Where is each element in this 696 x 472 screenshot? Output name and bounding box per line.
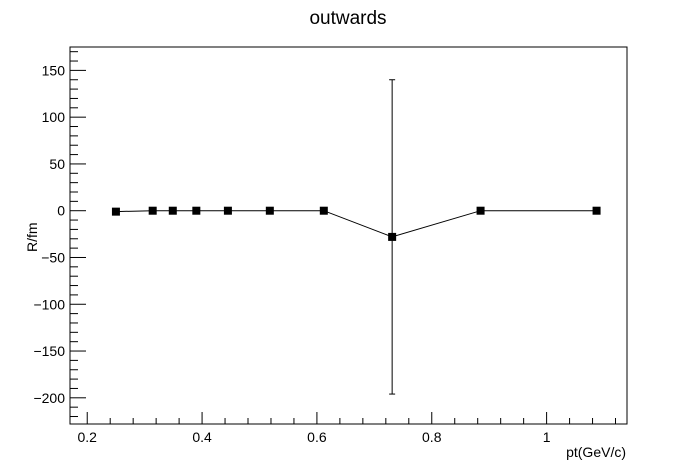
data-point xyxy=(111,207,120,216)
y-axis: −200 −150 −100 −50 0 50 100 150 xyxy=(33,51,86,418)
y-tick-label: −50 xyxy=(41,249,65,265)
y-tick-label: −150 xyxy=(33,343,65,359)
data-point xyxy=(388,232,397,241)
data-series xyxy=(111,79,601,395)
x-axis-title: pt(GeV/c) xyxy=(566,444,626,460)
plot-frame xyxy=(69,46,628,425)
data-point xyxy=(319,206,328,215)
data-point xyxy=(223,206,232,215)
y-tick-label: −100 xyxy=(33,296,65,312)
x-axis: 0.2 0.4 0.6 0.8 1 xyxy=(77,412,617,445)
y-axis-title: R/fm xyxy=(24,222,40,252)
x-tick-label: 1 xyxy=(543,429,551,445)
x-tick-label: 0.4 xyxy=(192,429,212,445)
x-tick-label: 0.8 xyxy=(422,429,442,445)
data-point xyxy=(592,206,601,215)
data-point xyxy=(476,206,485,215)
data-point xyxy=(148,206,157,215)
y-tick-label: 100 xyxy=(42,109,66,125)
data-point xyxy=(265,206,274,215)
y-tick-label: 0 xyxy=(57,203,65,219)
y-tick-label: 50 xyxy=(49,156,65,172)
x-tick-label: 0.6 xyxy=(307,429,327,445)
data-point xyxy=(168,206,177,215)
x-tick-label: 0.2 xyxy=(77,429,97,445)
series-line xyxy=(115,210,597,238)
y-tick-label: 150 xyxy=(42,62,66,78)
y-tick-label: −200 xyxy=(33,390,65,406)
data-point xyxy=(192,206,201,215)
chart-title: outwards xyxy=(309,8,386,29)
